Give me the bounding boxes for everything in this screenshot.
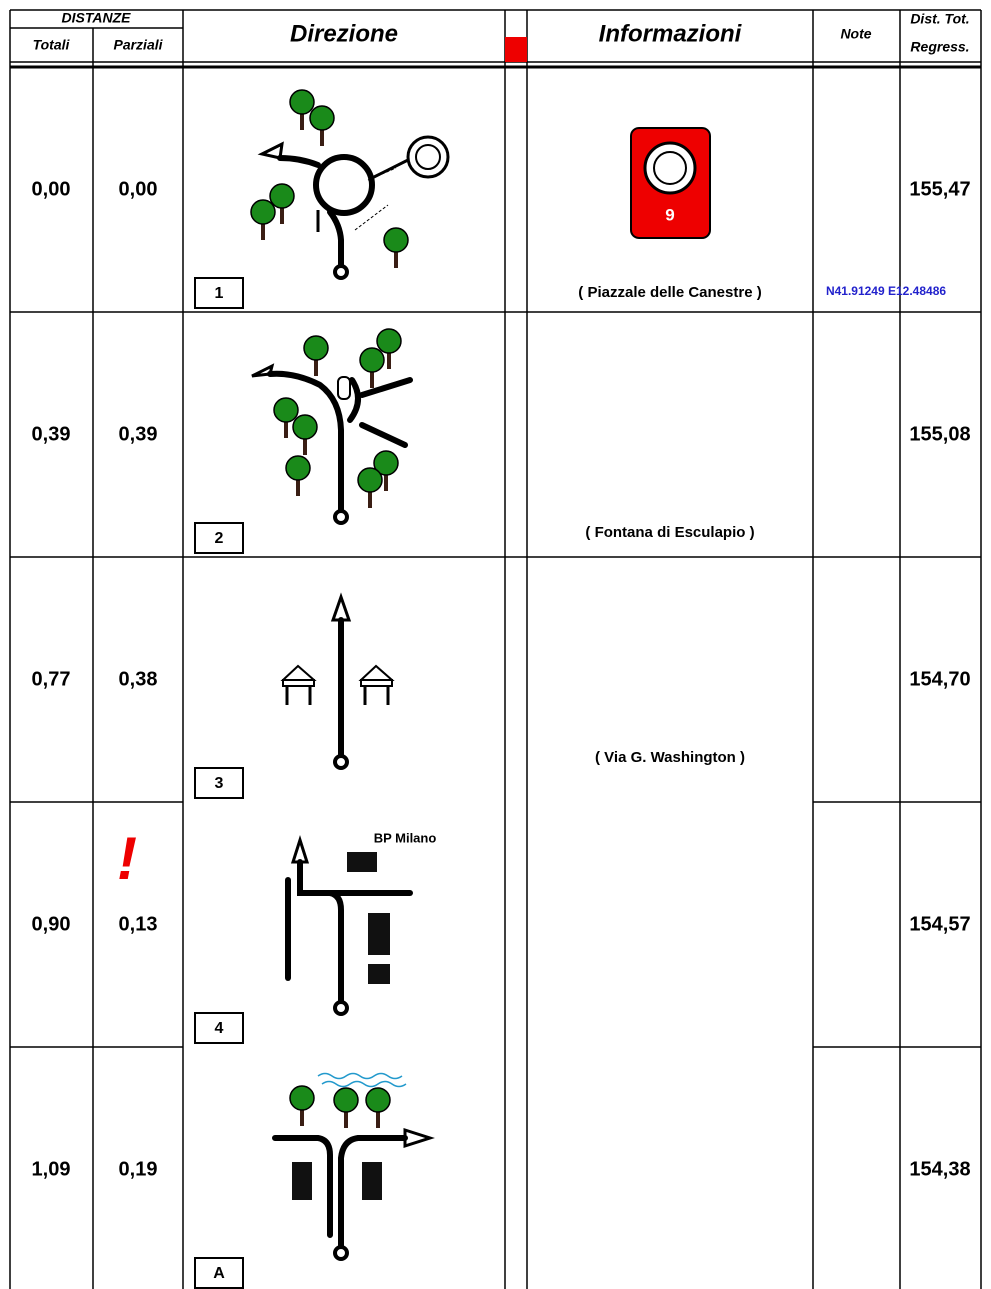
info-text: ( Piazzale delle Canestre ) bbox=[578, 284, 761, 301]
trees bbox=[250, 89, 409, 1128]
dist-regress: 154,70 bbox=[909, 668, 970, 690]
tree-trunk bbox=[394, 246, 398, 268]
header-totali: Totali bbox=[33, 37, 71, 53]
tree-crown bbox=[309, 105, 335, 131]
step-label: 3 bbox=[215, 775, 224, 792]
tree-crown bbox=[273, 397, 299, 423]
step-label: 2 bbox=[215, 530, 224, 547]
tree-crown bbox=[373, 450, 399, 476]
tree-crown bbox=[365, 1087, 391, 1113]
totali: 0,00 bbox=[32, 178, 71, 200]
step-label: A bbox=[213, 1265, 225, 1282]
header-dist-tot: Dist. Tot. bbox=[910, 11, 969, 27]
dist-regress: 154,57 bbox=[909, 913, 970, 935]
tree-trunk bbox=[376, 1106, 380, 1128]
tree-trunk bbox=[387, 347, 391, 369]
tree-crown bbox=[359, 347, 385, 373]
tree-crown bbox=[333, 1087, 359, 1113]
tree-trunk bbox=[296, 474, 300, 496]
header-direzione: Direzione bbox=[290, 20, 398, 47]
parziali: 0,39 bbox=[119, 423, 158, 445]
step-box bbox=[194, 522, 244, 554]
step-box bbox=[194, 1012, 244, 1044]
diagram-straight bbox=[280, 592, 395, 770]
alert-mark: ! bbox=[117, 825, 137, 892]
parziali: 0,38 bbox=[119, 668, 158, 690]
header-note: Note bbox=[840, 26, 871, 42]
tree-crown bbox=[269, 183, 295, 209]
dist-regress: 155,08 bbox=[909, 423, 970, 445]
step-label: 4 bbox=[215, 1020, 224, 1037]
diagram-roundabout bbox=[257, 135, 450, 280]
map-sign: BP Milano bbox=[374, 830, 437, 845]
tree-crown bbox=[289, 1085, 315, 1111]
badge-number: 9 bbox=[665, 205, 674, 224]
tree-trunk bbox=[284, 416, 288, 438]
header-distanze: DISTANZE bbox=[62, 10, 132, 26]
tree-crown bbox=[289, 89, 315, 115]
step-box bbox=[194, 767, 244, 799]
header-parziali: Parziali bbox=[113, 37, 163, 53]
tree-trunk bbox=[320, 124, 324, 146]
totali: 0,77 bbox=[32, 668, 71, 690]
tree-crown bbox=[383, 227, 409, 253]
tree-trunk bbox=[344, 1106, 348, 1128]
tree-crown bbox=[376, 328, 402, 354]
gps-note: N41.91249 E12.48486 bbox=[826, 284, 946, 298]
tree-trunk bbox=[370, 366, 374, 388]
step-box bbox=[194, 1257, 244, 1289]
tree-crown bbox=[357, 467, 383, 493]
parziali: 0,19 bbox=[119, 1158, 158, 1180]
totali: 0,39 bbox=[32, 423, 71, 445]
tree-trunk bbox=[280, 202, 284, 224]
diagram-t bbox=[272, 1072, 435, 1261]
red-marker bbox=[505, 37, 527, 62]
step-label: 1 bbox=[215, 285, 224, 302]
tree-crown bbox=[250, 199, 276, 225]
totali: 1,09 bbox=[32, 1158, 71, 1180]
tree-trunk bbox=[261, 218, 265, 240]
parziali: 0,00 bbox=[119, 178, 158, 200]
diagram-fontana bbox=[251, 363, 413, 525]
header-regress: Regress. bbox=[910, 39, 969, 55]
tree-trunk bbox=[300, 1104, 304, 1126]
step-box bbox=[194, 277, 244, 309]
parziali: 0,13 bbox=[119, 913, 158, 935]
info-text: ( Via G. Washington ) bbox=[595, 749, 745, 766]
info-text: ( Fontana di Esculapio ) bbox=[585, 524, 754, 541]
dist-regress: 154,38 bbox=[909, 1158, 970, 1180]
tree-crown bbox=[285, 455, 311, 481]
diagram-bp bbox=[285, 835, 413, 1016]
table-grid bbox=[9, 9, 982, 1289]
header-informazioni: Informazioni bbox=[599, 20, 743, 47]
tree-crown bbox=[292, 414, 318, 440]
tree-trunk bbox=[384, 469, 388, 491]
tree-trunk bbox=[300, 108, 304, 130]
badge-clock-inner bbox=[653, 151, 687, 185]
tree-trunk bbox=[368, 486, 372, 508]
tree-trunk bbox=[314, 354, 318, 376]
totali: 0,90 bbox=[32, 913, 71, 935]
tree-crown bbox=[303, 335, 329, 361]
tree-trunk bbox=[303, 433, 307, 455]
dist-regress: 155,47 bbox=[909, 178, 970, 200]
